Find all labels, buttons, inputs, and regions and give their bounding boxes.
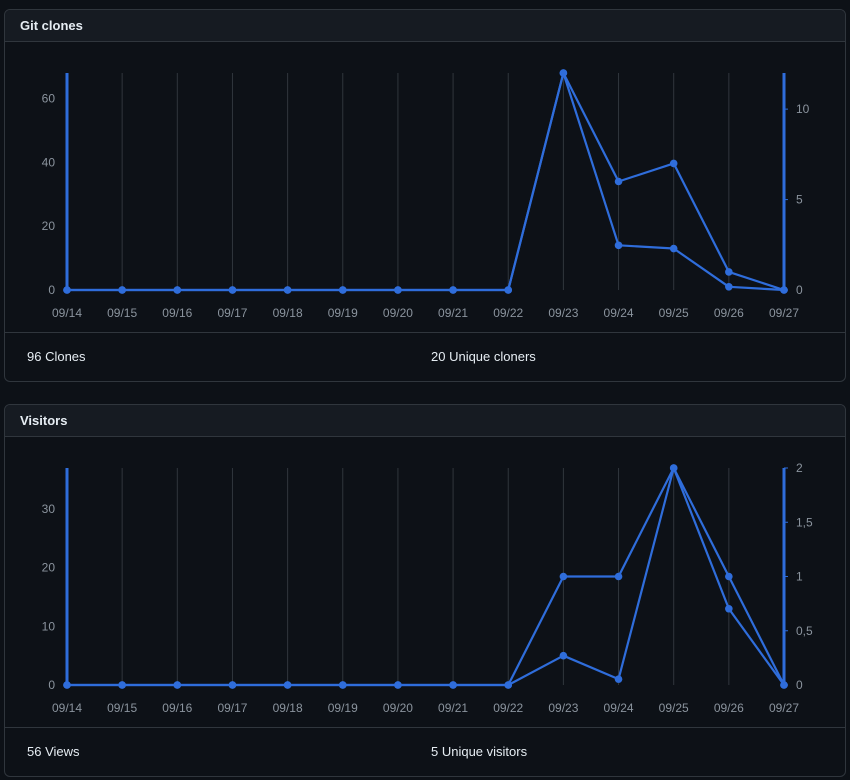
data-point-right <box>173 286 182 294</box>
data-point-right <box>725 268 733 276</box>
data-point-right <box>504 286 513 294</box>
data-point-right <box>283 286 292 294</box>
data-point-right <box>725 572 733 581</box>
visitors-panel: Visitors 0 10 20 30 0 0,5 1 1,5 2 09/14 09/15 09/16… <box>4 404 846 777</box>
x-tick-label: 09/25 <box>659 701 689 715</box>
x-tick-label: 09/15 <box>107 306 137 320</box>
y-right-tick-label: 5 <box>796 193 803 207</box>
series-line-right <box>67 71 785 292</box>
data-point-right <box>614 177 623 186</box>
y-right-tick-label: 0,5 <box>796 624 813 638</box>
data-point-right <box>228 286 237 294</box>
visitors-panel-title: Visitors <box>5 405 845 437</box>
clones-chart: 0 20 40 60 0 5 10 09/14 09/15 09/16 09/17 09/18 09/1… <box>42 69 810 320</box>
views-total-stat: 56 Views <box>27 744 80 759</box>
data-point-right <box>614 572 623 581</box>
data-point-right <box>228 681 237 689</box>
data-point-right <box>559 69 568 77</box>
y-left-tick-label: 20 <box>42 219 56 233</box>
data-point-right <box>118 681 126 689</box>
x-tick-label: 09/14 <box>52 306 82 320</box>
visitors-panel-footer: 56 Views 5 Unique visitors <box>5 727 845 774</box>
data-point-right <box>780 681 788 689</box>
y-left-tick-label: 10 <box>42 619 56 633</box>
data-point-right <box>118 286 126 294</box>
y-right-tick-label: 2 <box>796 461 803 475</box>
data-point-right <box>559 572 568 581</box>
data-point-right <box>338 681 347 689</box>
data-point-right <box>394 286 402 294</box>
x-tick-label: 09/16 <box>162 701 192 715</box>
x-tick-label: 09/26 <box>714 701 744 715</box>
y-left-tick-label: 30 <box>42 502 56 516</box>
clones-panel-footer: 96 Clones 20 Unique cloners <box>5 332 845 379</box>
unique-cloners-stat: 20 Unique cloners <box>431 349 536 364</box>
y-right-tick-label: 0 <box>796 678 803 692</box>
data-point-left <box>669 244 678 253</box>
x-tick-label: 09/22 <box>493 306 523 320</box>
y-left-tick-label: 0 <box>48 283 55 297</box>
x-tick-label: 09/24 <box>604 306 634 320</box>
data-point-right <box>669 159 678 168</box>
data-point-right <box>394 681 402 689</box>
clones-panel: Git clones 0 20 40 60 0 5 10 09/14 09/15 09/16 09/… <box>4 9 846 382</box>
x-tick-label: 09/22 <box>493 701 523 715</box>
x-tick-label: 09/16 <box>162 306 192 320</box>
data-point-left <box>725 283 733 291</box>
y-right-tick-label: 0 <box>796 283 803 297</box>
y-left-tick-label: 40 <box>42 155 56 169</box>
x-tick-label: 09/27 <box>769 306 799 320</box>
y-left-tick-label: 20 <box>42 561 56 575</box>
data-point-right <box>449 286 457 294</box>
data-point-right <box>283 681 292 689</box>
data-point-right <box>504 681 513 689</box>
clones-chart-area: 0 20 40 60 0 5 10 09/14 09/15 09/16 09/17 09/18 09/1… <box>5 42 845 332</box>
unique-visitors-stat: 5 Unique visitors <box>431 744 528 759</box>
x-tick-label: 09/14 <box>52 701 82 715</box>
data-point-left <box>559 651 568 660</box>
x-tick-label: 09/15 <box>107 701 137 715</box>
x-tick-label: 09/18 <box>273 701 303 715</box>
visitors-chart-area: 0 10 20 30 0 0,5 1 1,5 2 09/14 09/15 09/16 09/17 09/1… <box>5 437 845 727</box>
x-tick-label: 09/19 <box>328 701 358 715</box>
data-point-right <box>63 286 71 294</box>
x-tick-label: 09/20 <box>383 701 413 715</box>
y-right-tick-label: 1 <box>796 570 803 584</box>
series-line-left <box>67 71 785 292</box>
x-tick-label: 09/19 <box>328 306 358 320</box>
x-tick-label: 09/25 <box>659 306 689 320</box>
x-tick-label: 09/17 <box>217 701 247 715</box>
series-line-left <box>67 466 785 687</box>
x-tick-label: 09/26 <box>714 306 744 320</box>
x-tick-label: 09/24 <box>604 701 634 715</box>
data-point-left <box>614 241 623 250</box>
data-point-left <box>725 604 733 613</box>
x-tick-label: 09/17 <box>217 306 247 320</box>
y-left-tick-label: 60 <box>42 92 56 106</box>
x-tick-label: 09/20 <box>383 306 413 320</box>
data-point-right <box>669 464 678 472</box>
x-tick-label: 09/21 <box>438 701 468 715</box>
x-tick-label: 09/21 <box>438 306 468 320</box>
x-tick-label: 09/23 <box>548 306 578 320</box>
y-right-tick-label: 1,5 <box>796 515 813 529</box>
clones-panel-title: Git clones <box>5 10 845 42</box>
series-line-right <box>67 466 785 687</box>
y-right-tick-label: 10 <box>796 102 810 116</box>
data-point-left <box>614 675 623 683</box>
y-left-tick-label: 0 <box>48 678 55 692</box>
data-point-right <box>173 681 182 689</box>
data-point-right <box>338 286 347 294</box>
data-point-right <box>63 681 71 689</box>
x-tick-label: 09/18 <box>273 306 303 320</box>
x-tick-label: 09/23 <box>548 701 578 715</box>
x-tick-label: 09/27 <box>769 701 799 715</box>
clones-total-stat: 96 Clones <box>27 349 86 364</box>
data-point-right <box>780 286 788 294</box>
data-point-right <box>449 681 457 689</box>
visitors-chart: 0 10 20 30 0 0,5 1 1,5 2 09/14 09/15 09/16 09/17 09/1… <box>42 461 813 715</box>
